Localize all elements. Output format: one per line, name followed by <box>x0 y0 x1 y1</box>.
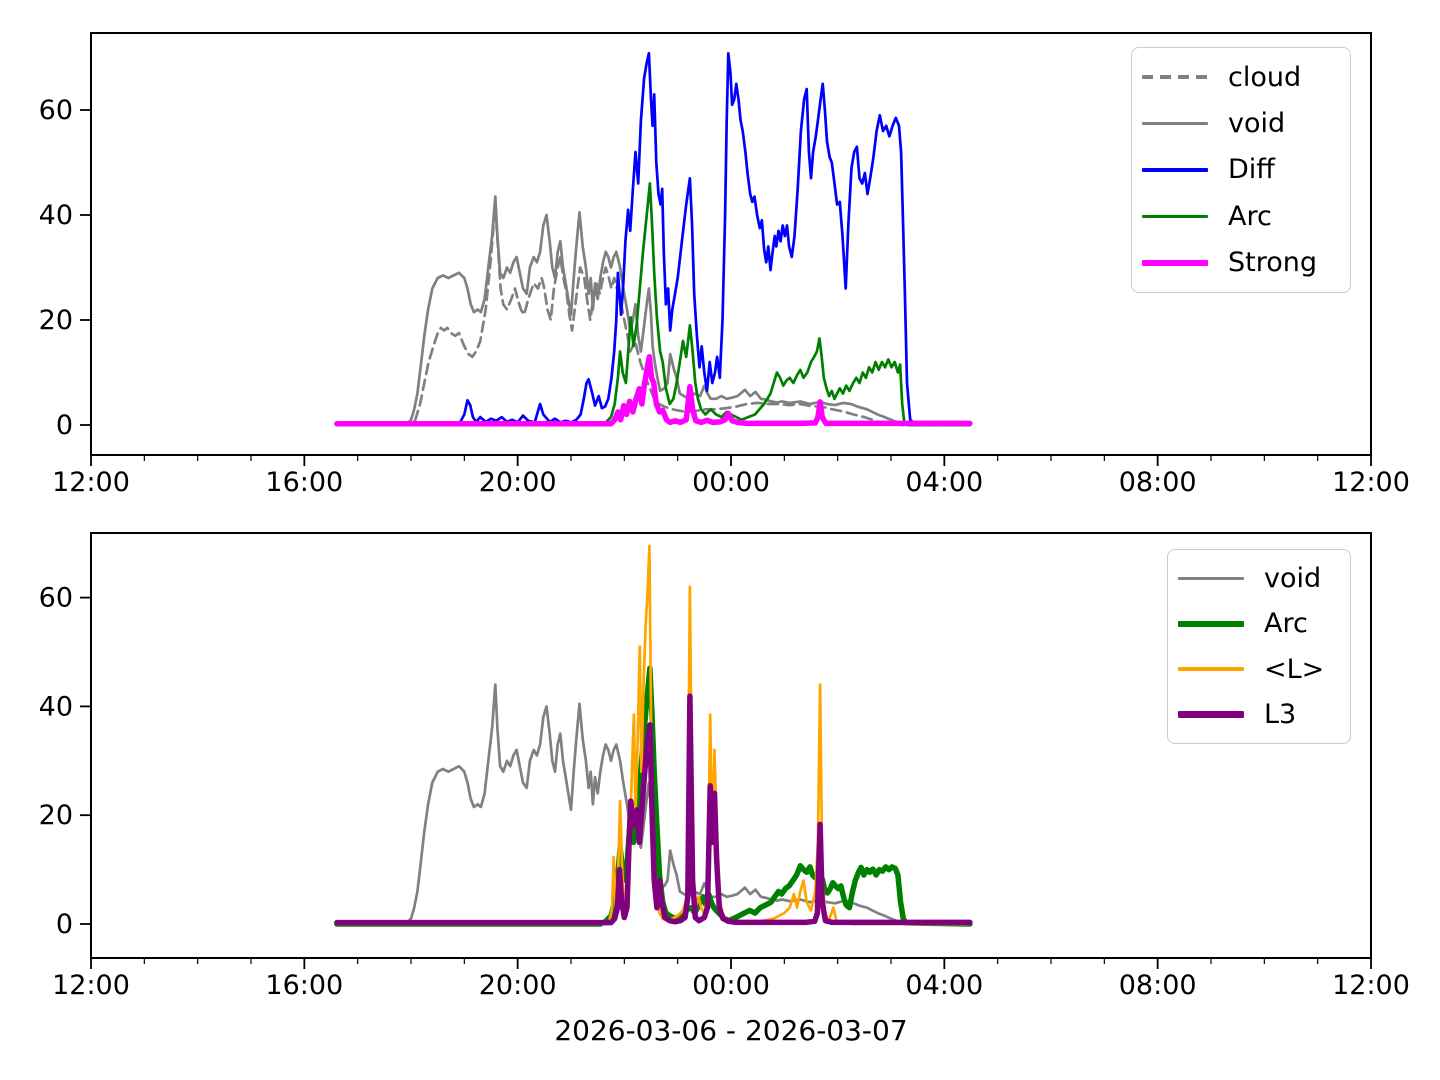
legend-label: <L> <box>1264 653 1325 685</box>
legend-item-arc: Arc <box>1178 608 1340 639</box>
legend-label: Arc <box>1264 608 1308 640</box>
legend-line-sample-strong <box>1142 259 1208 266</box>
legend-line-sample-l3 <box>1178 711 1244 718</box>
legend-line-sample-cloud <box>1142 75 1208 79</box>
legend-label: cloud <box>1228 61 1302 93</box>
top-chart-legend: cloud void Diff Arc Strong <box>1131 47 1351 293</box>
line-arc <box>335 182 972 427</box>
line-void <box>335 195 972 427</box>
x-tick-label: 16:00 <box>265 970 343 1001</box>
legend-label: void <box>1264 563 1322 595</box>
legend-label: Arc <box>1228 200 1272 232</box>
x-tick-label: 04:00 <box>905 970 983 1001</box>
legend-line-sample-arc <box>1178 620 1244 628</box>
legend-item-l3: L3 <box>1178 699 1340 730</box>
x-tick-label: 00:00 <box>692 467 770 498</box>
line-void <box>335 683 972 926</box>
legend-label: L3 <box>1264 698 1297 730</box>
line-cloud <box>335 203 972 427</box>
y-tick-label: 40 <box>39 691 73 722</box>
legend-item-arc: Arc <box>1142 201 1340 232</box>
y-tick-label: 0 <box>56 909 73 940</box>
x-tick-label: 12:00 <box>1332 467 1410 498</box>
legend-label: Diff <box>1228 154 1275 186</box>
legend-label: void <box>1228 108 1286 140</box>
legend-line-sample-void <box>1142 121 1208 126</box>
legend-item-void: void <box>1178 563 1340 594</box>
x-axis-title: 2026-03-06 - 2026-03-07 <box>554 1014 908 1047</box>
legend-label: Strong <box>1228 247 1318 279</box>
legend-item-diff: Diff <box>1142 154 1340 185</box>
legend-line-sample-arc <box>1142 214 1208 219</box>
x-tick-label: 12:00 <box>1332 970 1410 1001</box>
x-tick-label: 16:00 <box>265 467 343 498</box>
y-tick-label: 0 <box>56 410 73 441</box>
line-arc <box>334 665 973 927</box>
legend-item-void: void <box>1142 108 1340 139</box>
legend-item-l: <L> <box>1178 654 1340 685</box>
bottom-chart-legend: void Arc <L> L3 <box>1167 549 1351 744</box>
legend-line-sample-l <box>1178 667 1244 671</box>
x-tick-label: 20:00 <box>479 970 557 1001</box>
x-tick-label: 12:00 <box>52 467 130 498</box>
legend-line-sample-diff <box>1142 168 1208 172</box>
x-tick-label: 20:00 <box>479 467 557 498</box>
y-tick-label: 60 <box>39 583 73 614</box>
line-diff <box>335 51 972 427</box>
y-tick-label: 60 <box>39 95 73 126</box>
legend-item-cloud: cloud <box>1142 62 1340 93</box>
line-l3 <box>334 693 973 926</box>
x-tick-label: 12:00 <box>52 970 130 1001</box>
line-l <box>335 544 972 926</box>
legend-item-strong: Strong <box>1142 247 1340 278</box>
x-tick-label: 00:00 <box>692 970 770 1001</box>
x-tick-label: 08:00 <box>1119 467 1197 498</box>
x-tick-label: 08:00 <box>1119 970 1197 1001</box>
line-strong <box>334 354 973 427</box>
y-tick-label: 20 <box>39 800 73 831</box>
x-tick-label: 04:00 <box>905 467 983 498</box>
y-tick-label: 20 <box>39 305 73 336</box>
legend-line-sample-void <box>1178 576 1244 581</box>
y-tick-label: 40 <box>39 200 73 231</box>
